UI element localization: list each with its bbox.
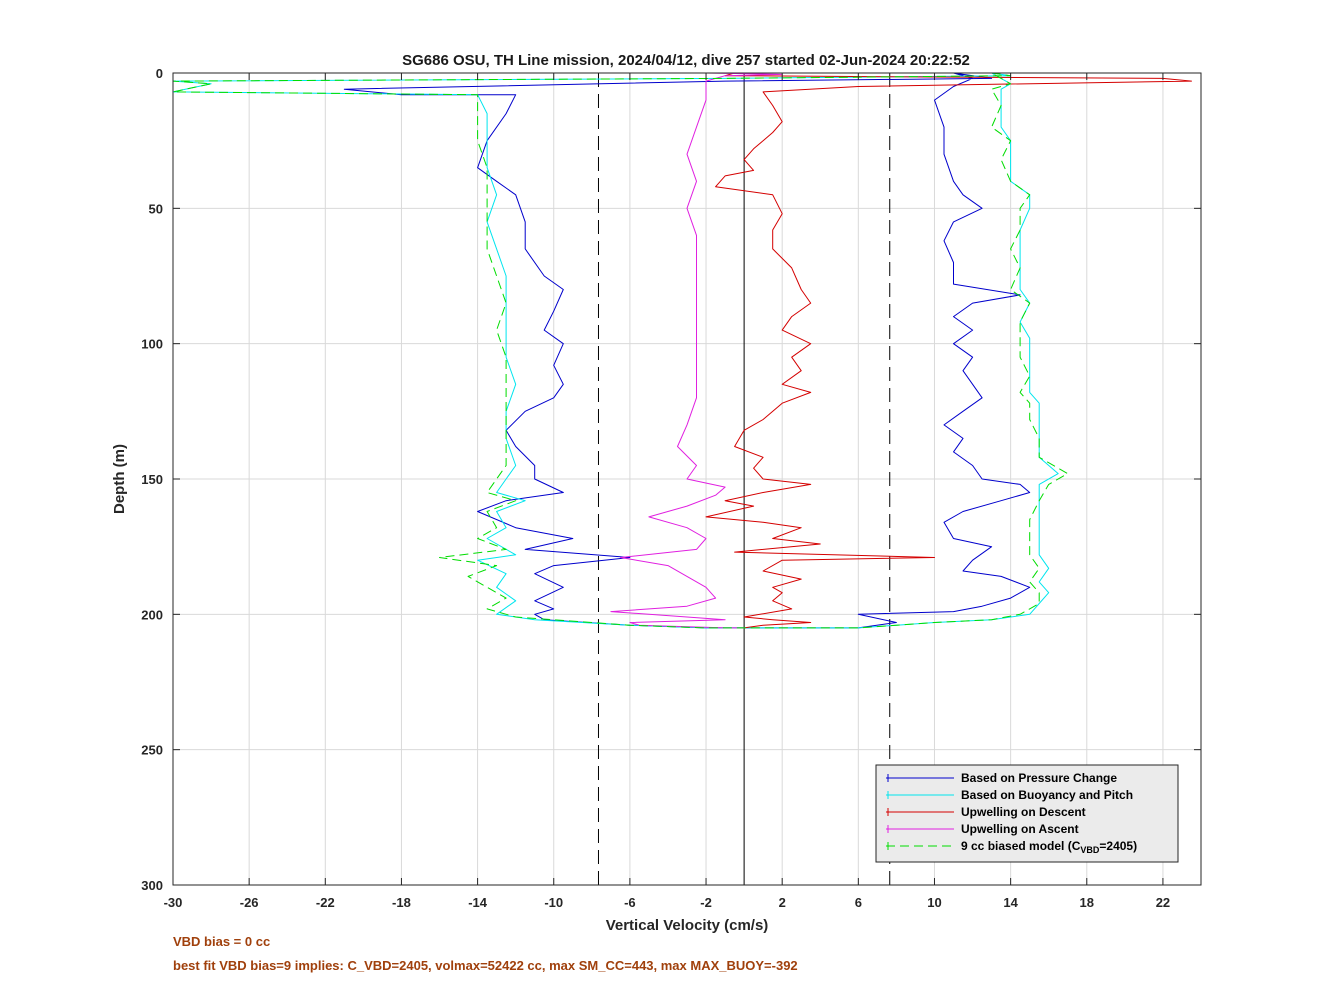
legend-label: Based on Pressure Change [961, 771, 1117, 785]
best-fit-note: best fit VBD bias=9 implies: C_VBD=2405,… [173, 958, 798, 973]
series-line-4 [610, 72, 783, 629]
series-group [172, 72, 1192, 629]
x-tick-label: -30 [164, 895, 183, 910]
x-tick-label: 10 [927, 895, 941, 910]
chart-title: SG686 OSU, TH Line mission, 2024/04/12, … [402, 52, 970, 69]
y-tick-label: 50 [149, 201, 163, 216]
y-tick-label: 300 [141, 878, 163, 893]
y-tick-label: 250 [141, 743, 163, 758]
legend-box [875, 764, 1179, 863]
x-tick-label: 6 [855, 895, 862, 910]
series-line-1 [343, 72, 1031, 629]
legend: Based on Pressure Change Based on Buoyanc… [875, 764, 1179, 863]
legend-label: 9 cc biased model (CVBD=2405) [961, 839, 1137, 855]
x-tick-label: -14 [468, 895, 488, 910]
x-axis: -30 -26 -22 -18 -14 -10 -6 -2 2 6 10 14 18 22 [164, 73, 1170, 910]
x-tick-label: 22 [1156, 895, 1170, 910]
x-tick-label: -26 [240, 895, 259, 910]
legend-label: Based on Buoyancy and Pitch [961, 788, 1133, 802]
x-tick-label: -2 [700, 895, 712, 910]
x-tick-label: 14 [1003, 895, 1018, 910]
y-tick-label: 100 [141, 337, 163, 352]
x-axis-label: Vertical Velocity (cm/s) [606, 917, 769, 934]
series-line-3 [705, 72, 1192, 629]
x-tick-label: -22 [316, 895, 335, 910]
y-tick-label: 0 [156, 66, 163, 81]
series-line-2 [172, 72, 1059, 629]
y-axis: 0 50 100 150 200 250 300 [141, 66, 1201, 893]
x-tick-label: -18 [392, 895, 411, 910]
y-axis-label: Depth (m) [111, 444, 128, 514]
y-tick-label: 200 [141, 607, 163, 622]
vbd-bias-note: VBD bias = 0 cc [173, 934, 271, 949]
reference-lines [597, 73, 891, 885]
legend-label: Upwelling on Ascent [961, 822, 1079, 836]
x-tick-label: 18 [1080, 895, 1094, 910]
x-tick-label: -10 [544, 895, 563, 910]
y-tick-label: 150 [141, 472, 163, 487]
x-tick-label: 2 [779, 895, 786, 910]
x-tick-label: -6 [624, 895, 636, 910]
series-line-5 [172, 72, 1069, 629]
legend-label: Upwelling on Descent [961, 805, 1086, 819]
